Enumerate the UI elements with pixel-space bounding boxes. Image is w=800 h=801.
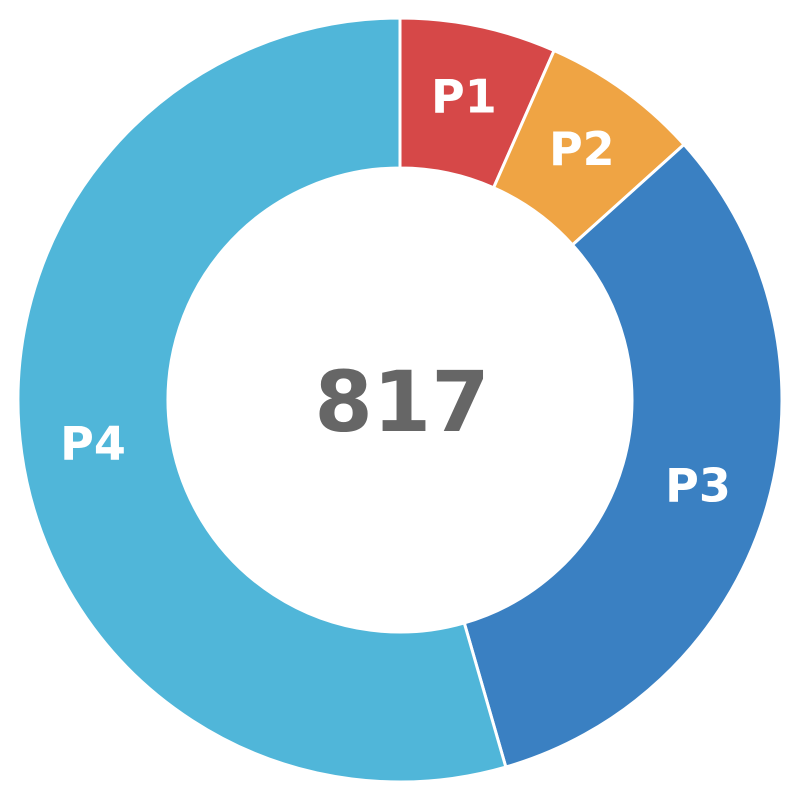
slice-label-p4: P4 (60, 416, 126, 470)
slice-label-p3: P3 (665, 458, 731, 512)
slice-p3[interactable] (462, 142, 784, 769)
center-total-label: 817 (314, 353, 489, 451)
slice-label-p2: P2 (549, 122, 615, 176)
slice-labels: P1 P2 P3 P4 (60, 70, 731, 513)
slice-p4[interactable] (16, 16, 508, 784)
slice-label-p1: P1 (431, 70, 497, 124)
donut-slices (16, 16, 784, 784)
